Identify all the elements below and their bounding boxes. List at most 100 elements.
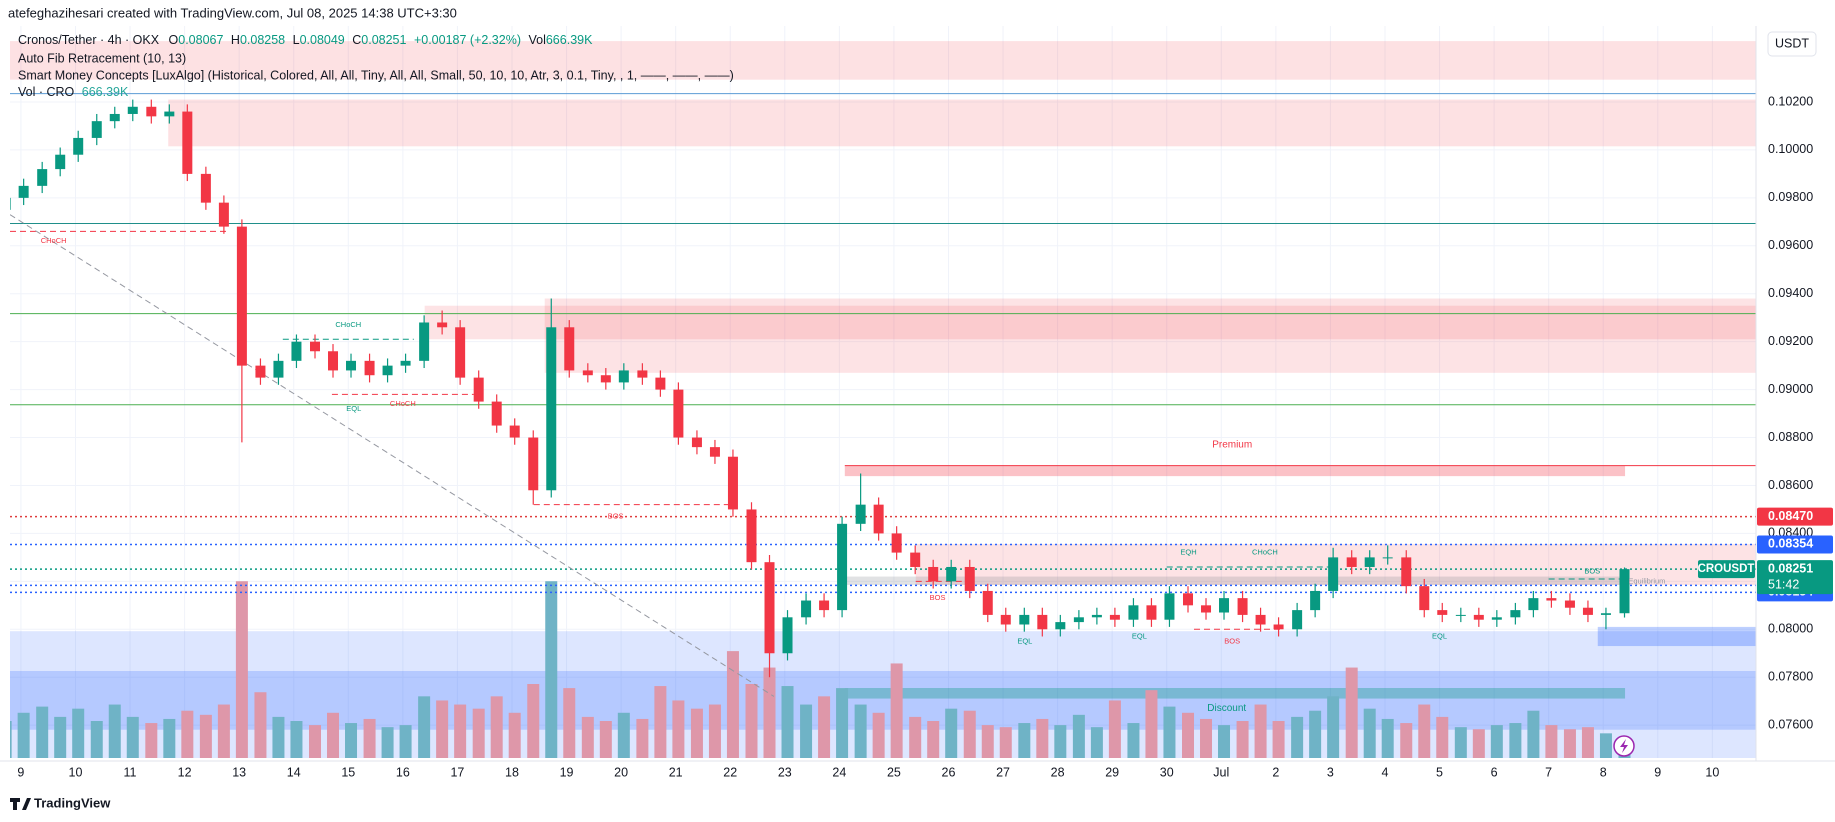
volume-bar [235,581,248,758]
volume-bar [836,688,849,758]
currency-button[interactable] [1767,31,1817,57]
volume-bar [1309,710,1322,758]
candle-body [127,106,138,114]
x-tick-label: 24 [832,765,846,779]
candle [1619,567,1630,618]
indicator-legend[interactable]: Auto Fib Retracement (10, 13) [18,51,186,65]
candle-body [691,437,702,448]
candle-body [673,389,684,438]
volume-bar [999,727,1012,758]
annotation: BOS [608,512,624,521]
candle [673,382,684,445]
volume-bar [54,716,67,758]
ohlc-key: C [352,33,361,47]
candle [364,353,375,383]
candle [1109,607,1120,627]
candle [1273,617,1284,637]
zone [10,41,1756,80]
x-tick-label: 11 [124,765,137,779]
zone [424,305,1756,340]
candle [819,593,830,618]
zone [844,576,1626,585]
candle-body [182,111,193,174]
candle-body [200,173,211,203]
x-tick-label: 13 [232,765,246,779]
candle-body [1528,598,1539,611]
candle-body [891,533,902,553]
symbol: Cronos/Tether · 4h · OKX [18,33,160,47]
volume-name: Vol · CRO [18,85,75,99]
x-tick-label: 4 [1381,765,1388,779]
x-tick-label: 14 [287,765,301,779]
x-tick-label: 9 [17,765,24,779]
volume-bar [1090,727,1103,758]
annotation: EQL [1132,631,1147,640]
candle-body [1000,614,1011,625]
brand-logo [10,798,31,810]
change: +0.00187 (+2.32%) [414,33,521,47]
candle-body [273,360,284,378]
x-tick-label: 7 [1545,765,1552,779]
candle-body [655,377,666,390]
volume-bar [1291,716,1304,758]
candle-body [364,360,375,376]
candle-body [1328,557,1339,591]
x-tick-label: 21 [669,765,683,779]
candle [727,449,738,517]
volume-bar [672,700,685,758]
x-tick-label: 15 [341,765,355,779]
candle [73,130,84,162]
volume-bar [181,710,194,758]
candle [419,315,430,369]
indicator-legend[interactable]: Smart Money Concepts [LuxAlgo] (Historic… [18,68,734,82]
x-tick-label: 28 [1051,765,1065,779]
candle [1219,590,1230,620]
volume-bar [800,704,813,758]
candle [146,99,157,124]
candle [1055,614,1066,637]
candle [1346,550,1357,575]
candle-body [1346,557,1357,567]
price-label: 0.08470 [1768,509,1813,523]
candle-body [236,226,247,366]
volume-bar [1527,710,1540,758]
volume-bar [745,684,758,758]
x-tick-label: 8 [1600,765,1607,779]
last-price-tag [1698,560,1755,579]
candle-body [746,509,757,563]
y-tick-label: 0.08800 [1768,430,1813,444]
candle [1473,607,1484,627]
candle [691,430,702,455]
volume-bar [108,704,121,758]
candle [1437,602,1448,623]
candle [91,113,102,146]
volume-bar [945,708,958,758]
volume-bar [1236,721,1249,758]
volume-bar [290,721,303,758]
zone [844,465,1626,477]
volume-bar [1018,723,1031,758]
candle-body [855,504,866,524]
x-tick-label: 10 [1705,765,1719,779]
candle-body [509,425,520,438]
volume-legend[interactable]: Vol · CRO 666.39K [18,85,129,99]
candle [164,104,175,124]
volume-bar [436,700,449,758]
candle [982,583,993,623]
candle [109,106,120,129]
y-tick-label: 0.09200 [1768,334,1813,348]
y-tick-label: 0.07600 [1768,717,1813,731]
candle-body [1091,614,1102,618]
zone [844,688,1626,699]
volume-bar [1509,723,1522,758]
candle-body [1364,557,1375,567]
candle [746,502,757,570]
y-tick-label: 0.09000 [1768,382,1813,396]
candle [1382,545,1393,565]
volume-bar [490,696,503,758]
candle-body [473,377,484,402]
candle [855,473,866,532]
volume-bar [145,723,158,758]
y-tick-label: 0.10200 [1768,94,1813,108]
